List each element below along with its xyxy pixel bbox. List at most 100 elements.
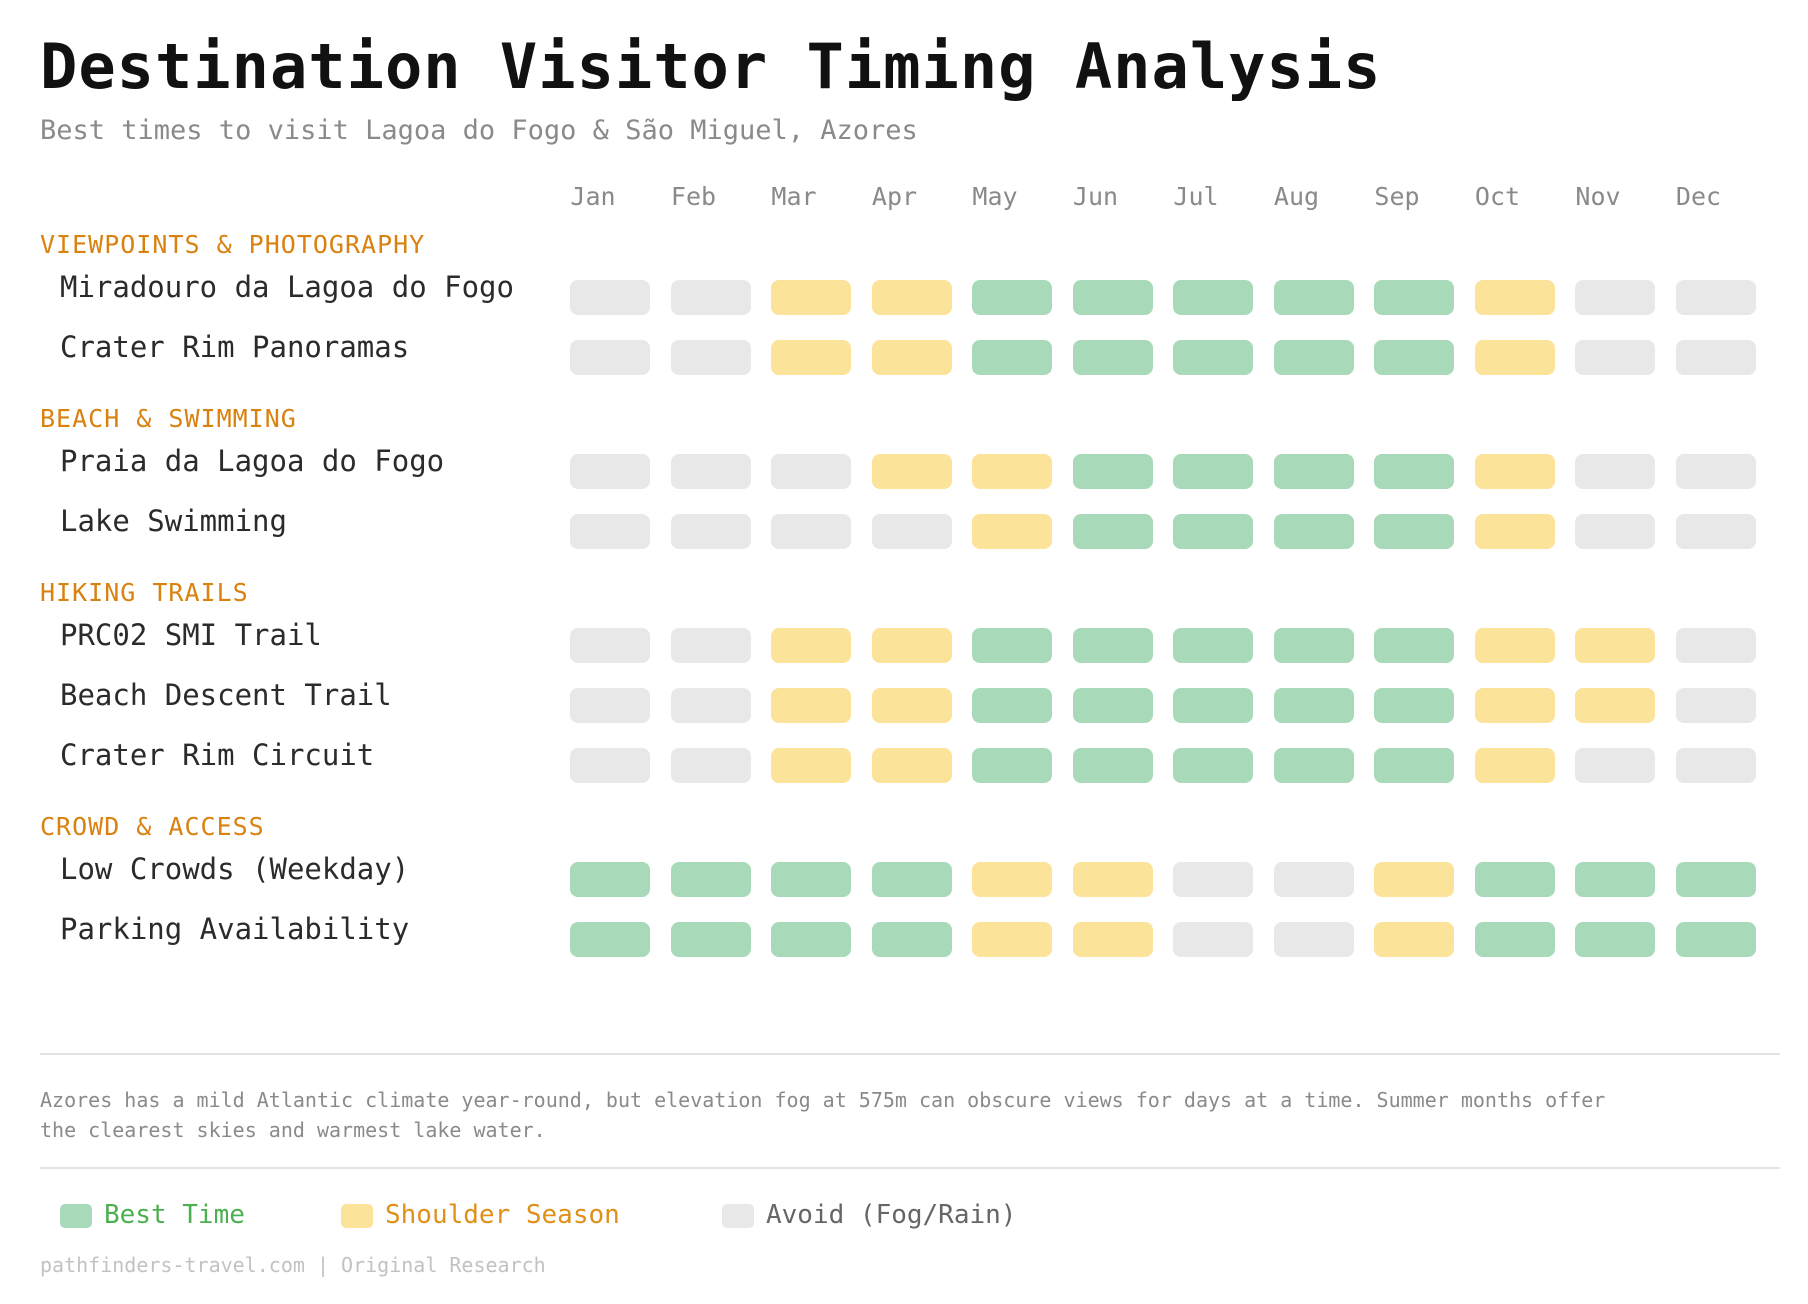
heatmap-cell-aug — [1273, 454, 1354, 489]
heatmap-cell-jun — [1072, 454, 1153, 489]
heatmap-cell-apr — [871, 922, 952, 957]
category-heading: HIKING TRAILS — [40, 578, 249, 607]
row-label: Lake Swimming — [60, 504, 287, 538]
row-label: Low Crowds (Weekday) — [60, 852, 410, 886]
heatmap-cell-jan — [570, 862, 650, 897]
heatmap-cell-may — [972, 748, 1052, 783]
heatmap-cell-aug — [1273, 862, 1354, 897]
heatmap-cell-dec — [1675, 688, 1756, 723]
heatmap-cell-oct — [1474, 340, 1555, 375]
heatmap-cell-mar — [771, 454, 851, 489]
row-label: Crater Rim Panoramas — [60, 330, 410, 364]
legend-shoulder-label: Shoulder Season — [385, 1200, 620, 1230]
heatmap-cell-dec — [1675, 280, 1756, 315]
heatmap-cell-mar — [771, 688, 851, 723]
heatmap-cell-jan — [570, 454, 650, 489]
heatmap-cell-aug — [1273, 922, 1354, 957]
heatmap-cell-apr — [871, 688, 952, 723]
heatmap-cell-sep — [1374, 862, 1454, 897]
heatmap-cell-sep — [1374, 280, 1454, 315]
heatmap-cell-nov — [1575, 688, 1655, 723]
heatmap-cell-sep — [1374, 922, 1454, 957]
heatmap-cell-jan — [570, 628, 650, 663]
heatmap-cell-jul — [1173, 628, 1253, 663]
heatmap-cell-jul — [1173, 340, 1253, 375]
heatmap-cell-jun — [1072, 922, 1153, 957]
heatmap-cell-apr — [871, 340, 952, 375]
heatmap-cell-oct — [1474, 922, 1555, 957]
heatmap-cell-nov — [1575, 280, 1655, 315]
heatmap-cell-feb — [670, 628, 751, 663]
month-label-jul: Jul — [1173, 182, 1219, 211]
heatmap-cell-jul — [1173, 748, 1253, 783]
page-title: Destination Visitor Timing Analysis — [40, 30, 1382, 103]
heatmap-cell-jan — [570, 922, 650, 957]
heatmap-cell-sep — [1374, 748, 1454, 783]
row-label: Miradouro da Lagoa do Fogo — [60, 270, 514, 304]
footer-credit: pathfinders-travel.com | Original Resear… — [40, 1253, 546, 1277]
heatmap-cell-mar — [771, 340, 851, 375]
heatmap-cell-apr — [871, 748, 952, 783]
month-label-jun: Jun — [1072, 182, 1119, 211]
heatmap-cell-sep — [1374, 514, 1454, 549]
heatmap-cell-feb — [670, 280, 751, 315]
heatmap-cell-feb — [670, 688, 751, 723]
heatmap-cell-mar — [771, 748, 851, 783]
heatmap-cell-aug — [1273, 748, 1354, 783]
heatmap-cell-mar — [771, 514, 851, 549]
heatmap-cell-apr — [871, 514, 952, 549]
heatmap-cell-nov — [1575, 340, 1655, 375]
heatmap-cell-mar — [771, 922, 851, 957]
heatmap-cell-may — [972, 280, 1052, 315]
heatmap-cell-oct — [1474, 628, 1555, 663]
heatmap-cell-jun — [1072, 862, 1153, 897]
heatmap-cell-feb — [670, 748, 751, 783]
heatmap-cell-jun — [1072, 688, 1153, 723]
heatmap-cell-dec — [1675, 340, 1756, 375]
heatmap-cell-feb — [670, 340, 751, 375]
page-subtitle: Best times to visit Lagoa do Fogo & São … — [40, 115, 918, 146]
heatmap-cell-jun — [1072, 628, 1153, 663]
heatmap-cell-jan — [570, 514, 650, 549]
heatmap-cell-jul — [1173, 280, 1253, 315]
heatmap-cell-feb — [670, 454, 751, 489]
heatmap-cell-jun — [1072, 280, 1153, 315]
heatmap-cell-dec — [1675, 922, 1756, 957]
heatmap-cell-may — [972, 862, 1052, 897]
month-label-jan: Jan — [570, 182, 616, 211]
heatmap-cell-aug — [1273, 688, 1354, 723]
heatmap-cell-feb — [670, 922, 751, 957]
heatmap-cell-jul — [1173, 922, 1253, 957]
category-heading: VIEWPOINTS & PHOTOGRAPHY — [40, 230, 426, 259]
heatmap-cell-nov — [1575, 748, 1655, 783]
month-label-may: May — [972, 182, 1018, 211]
heatmap-cell-oct — [1474, 280, 1555, 315]
row-label: Crater Rim Circuit — [60, 738, 375, 772]
heatmap-cell-dec — [1675, 454, 1756, 489]
heatmap-cell-may — [972, 514, 1052, 549]
heatmap-cell-oct — [1474, 514, 1555, 549]
heatmap-cell-jan — [570, 340, 650, 375]
legend-best-label: Best Time — [104, 1200, 245, 1230]
heatmap-cell-sep — [1374, 340, 1454, 375]
heatmap-cell-jul — [1173, 862, 1253, 897]
heatmap-cell-dec — [1675, 748, 1756, 783]
month-label-nov: Nov — [1575, 182, 1621, 211]
heatmap-cell-jun — [1072, 514, 1153, 549]
heatmap-cell-sep — [1374, 628, 1454, 663]
month-label-oct: Oct — [1474, 182, 1521, 211]
heatmap-cell-jan — [570, 748, 650, 783]
heatmap-cell-may — [972, 922, 1052, 957]
heatmap-cell-dec — [1675, 514, 1756, 549]
heatmap-cell-nov — [1575, 922, 1655, 957]
heatmap-cell-may — [972, 454, 1052, 489]
heatmap-cell-may — [972, 340, 1052, 375]
heatmap-cell-mar — [771, 862, 851, 897]
row-label: Praia da Lagoa do Fogo — [60, 444, 445, 478]
heatmap-cell-oct — [1474, 862, 1555, 897]
heatmap-cell-mar — [771, 280, 851, 315]
heatmap-cell-jul — [1173, 454, 1253, 489]
heatmap-cell-nov — [1575, 862, 1655, 897]
heatmap-cell-jul — [1173, 688, 1253, 723]
heatmap-cell-oct — [1474, 454, 1555, 489]
